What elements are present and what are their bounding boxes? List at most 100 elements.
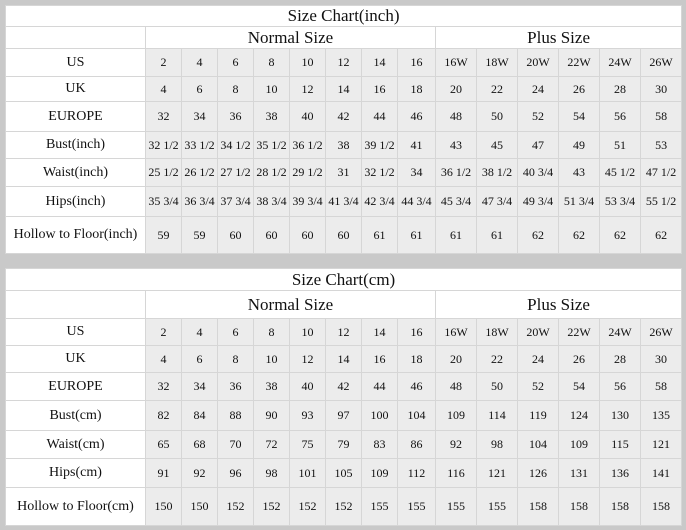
size-value-cell: 18: [397, 76, 436, 102]
size-value-cell: 38: [325, 131, 362, 159]
row-label: Hips(inch): [5, 186, 146, 217]
size-value-cell: 56: [599, 372, 641, 401]
normal-size-header: Normal Size: [145, 26, 436, 49]
size-value-cell: 24W: [599, 48, 641, 77]
size-value-cell: 16: [361, 345, 398, 373]
row-label: UK: [5, 345, 146, 373]
size-value-cell: 53 3/4: [599, 186, 641, 217]
size-value-cell: 46: [397, 101, 436, 132]
size-value-cell: 121: [476, 458, 518, 488]
size-value-cell: 60: [325, 216, 362, 254]
size-value-cell: 104: [397, 400, 436, 431]
size-value-cell: 121: [639, 430, 683, 459]
size-value-cell: 47 3/4: [476, 186, 518, 217]
size-value-cell: 44: [361, 372, 398, 401]
size-value-cell: 24: [517, 345, 559, 373]
size-value-cell: 62: [558, 216, 600, 254]
size-value-cell: 131: [558, 458, 600, 488]
size-value-cell: 12: [325, 48, 362, 77]
size-value-cell: 158: [517, 487, 559, 526]
size-value-cell: 34 1/2: [217, 131, 254, 159]
size-value-cell: 82: [145, 400, 182, 431]
size-value-cell: 109: [558, 430, 600, 459]
size-value-cell: 75: [289, 430, 326, 459]
size-value-cell: 98: [476, 430, 518, 459]
size-value-cell: 22: [476, 76, 518, 102]
size-value-cell: 29 1/2: [289, 158, 326, 187]
size-value-cell: 104: [517, 430, 559, 459]
row-label: US: [5, 318, 146, 346]
size-value-cell: 24: [517, 76, 559, 102]
size-value-cell: 109: [435, 400, 477, 431]
size-value-cell: 92: [435, 430, 477, 459]
size-value-cell: 49 3/4: [517, 186, 559, 217]
size-value-cell: 84: [181, 400, 218, 431]
row-label: Hips(cm): [5, 458, 146, 488]
size-value-cell: 50: [476, 372, 518, 401]
normal-size-header: Normal Size: [145, 290, 436, 319]
row-label: US: [5, 48, 146, 77]
size-value-cell: 24W: [599, 318, 641, 346]
size-value-cell: 152: [253, 487, 290, 526]
table-row: US 2 4 6 8 10 12 14 16 16W 18W 20W 22W 24W 26W: [5, 318, 683, 346]
size-value-cell: 46: [397, 372, 436, 401]
table-row: UK 4 6 8 10 12 14 16 18 20 22 24 26 28 30: [5, 345, 683, 373]
size-value-cell: 44 3/4: [397, 186, 436, 217]
size-value-cell: 155: [361, 487, 398, 526]
size-value-cell: 8: [253, 318, 290, 346]
size-value-cell: 112: [397, 458, 436, 488]
size-value-cell: 141: [639, 458, 683, 488]
size-value-cell: 31: [325, 158, 362, 187]
size-value-cell: 136: [599, 458, 641, 488]
size-value-cell: 32: [145, 101, 182, 132]
size-value-cell: 47 1/2: [639, 158, 683, 187]
size-value-cell: 8: [253, 48, 290, 77]
size-value-cell: 126: [517, 458, 559, 488]
size-value-cell: 155: [435, 487, 477, 526]
size-value-cell: 12: [289, 76, 326, 102]
table-row: Waist(inch) 25 1/2 26 1/2 27 1/2 28 1/2 29 1/…: [5, 158, 683, 187]
table-row: Waist(cm) 65 68 70 72 75 79 83 86 92 98 104 109 115 12…: [5, 430, 683, 459]
size-value-cell: 27 1/2: [217, 158, 254, 187]
size-value-cell: 92: [181, 458, 218, 488]
size-value-cell: 152: [325, 487, 362, 526]
size-value-cell: 16W: [435, 48, 477, 77]
size-value-cell: 53: [639, 131, 683, 159]
size-value-cell: 135: [639, 400, 683, 431]
row-label: Bust(inch): [5, 131, 146, 159]
size-value-cell: 40: [289, 372, 326, 401]
size-value-cell: 96: [217, 458, 254, 488]
size-value-cell: 10: [289, 48, 326, 77]
size-value-cell: 101: [289, 458, 326, 488]
size-value-cell: 41 3/4: [325, 186, 362, 217]
size-value-cell: 124: [558, 400, 600, 431]
size-value-cell: 22: [476, 345, 518, 373]
size-value-cell: 155: [476, 487, 518, 526]
size-value-cell: 70: [217, 430, 254, 459]
size-value-cell: 155: [397, 487, 436, 526]
size-value-cell: 36 1/2: [289, 131, 326, 159]
size-value-cell: 60: [289, 216, 326, 254]
size-value-cell: 152: [217, 487, 254, 526]
size-value-cell: 58: [639, 101, 683, 132]
table-row: Hollow to Floor(inch) 59 59 60 60 60 60 61 61 61 6…: [5, 216, 683, 254]
size-value-cell: 20W: [517, 318, 559, 346]
size-value-cell: 37 3/4: [217, 186, 254, 217]
size-value-cell: 58: [639, 372, 683, 401]
size-value-cell: 114: [476, 400, 518, 431]
size-value-cell: 32: [145, 372, 182, 401]
table-row: Bust(inch) 32 1/2 33 1/2 34 1/2 35 1/2 36 1/2…: [5, 131, 683, 159]
size-value-cell: 4: [145, 76, 182, 102]
size-value-cell: 42: [325, 101, 362, 132]
size-value-cell: 22W: [558, 48, 600, 77]
size-value-cell: 38 1/2: [476, 158, 518, 187]
size-value-cell: 38: [253, 372, 290, 401]
size-value-cell: 6: [181, 76, 218, 102]
size-value-cell: 8: [217, 345, 254, 373]
size-value-cell: 52: [517, 372, 559, 401]
size-value-cell: 61: [361, 216, 398, 254]
size-value-cell: 26W: [639, 318, 683, 346]
size-value-cell: 36 3/4: [181, 186, 218, 217]
size-value-cell: 40 3/4: [517, 158, 559, 187]
row-label: Bust(cm): [5, 400, 146, 431]
